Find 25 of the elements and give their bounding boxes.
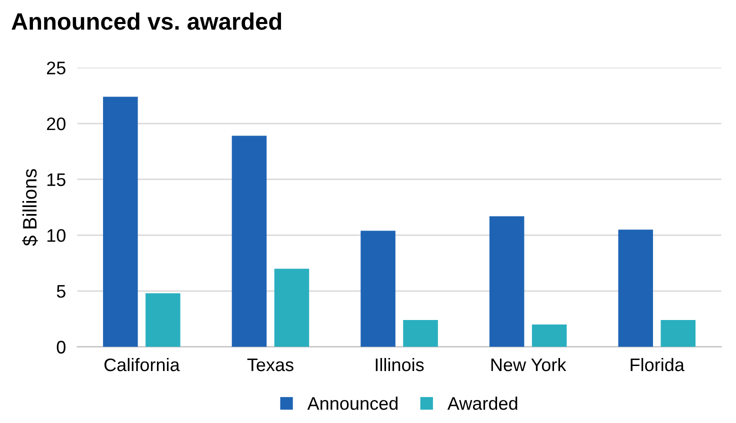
bar [532,324,567,347]
y-tick-label: 10 [47,229,66,242]
bar [146,293,180,347]
y-tick-label: 15 [47,173,66,186]
x-tick-label: California [104,358,180,372]
x-tick-label: Illinois [376,358,424,372]
x-tick-label: Florida [630,358,684,372]
bar [403,320,438,347]
legend-label: Awarded [447,396,518,410]
bar [274,268,310,347]
y-tick-label: 20 [46,117,66,130]
bar [660,320,696,347]
x-tick-label: Texas [247,358,294,372]
chart-title: Announced vs. awarded [12,12,282,30]
legend-label: Announced [307,396,398,410]
y-tick-label: 0 [56,340,66,354]
bar [489,216,524,347]
y-axis-title: $ Billions [22,169,38,246]
bar [232,136,267,347]
bar [360,230,396,347]
x-tick-label: New York [491,358,566,372]
bar [103,96,138,347]
y-tick-label: 5 [56,285,66,298]
y-tick-label: 25 [46,62,66,74]
bar [618,230,654,347]
